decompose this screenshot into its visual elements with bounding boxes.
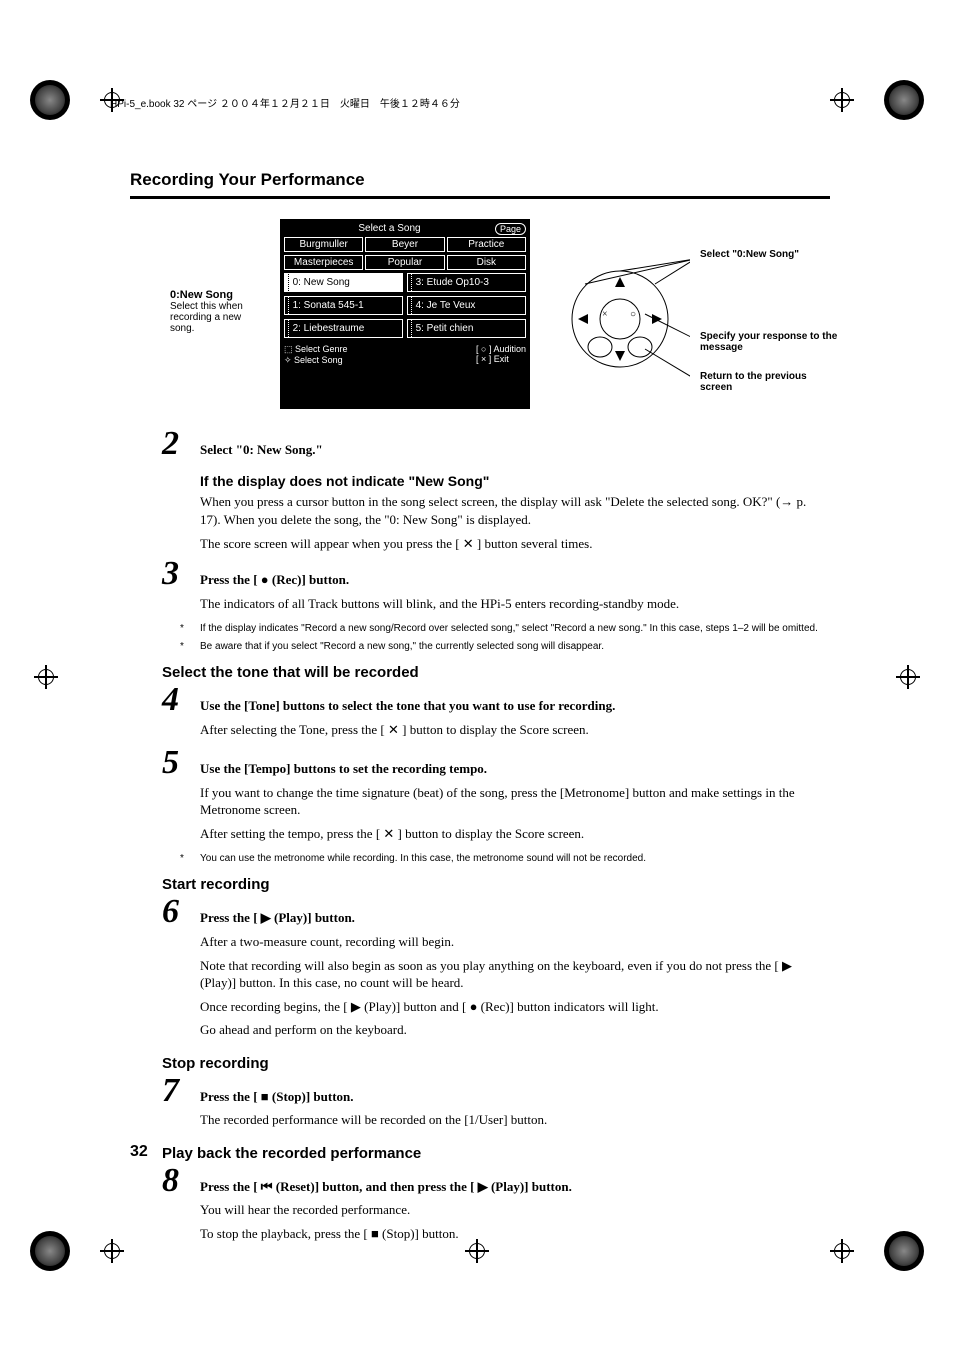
step-num: 5 <box>130 748 200 779</box>
lcd-item: 1: Sonata 545-1 <box>284 296 403 315</box>
body-text: The score screen will appear when you pr… <box>200 535 830 553</box>
sidebar-note: 0:New Song Select this when recording a … <box>170 289 265 334</box>
step-2: 2 Select "0: New Song." <box>130 429 830 465</box>
step-5: 5 Use the [Tempo] buttons to set the rec… <box>130 748 830 848</box>
body-text: You will hear the recorded performance. <box>200 1201 830 1219</box>
page-number: 32 <box>130 1143 148 1161</box>
lcd-footer: ⬚ Select Genre ✧ Select Song [ ○ ] Audit… <box>284 344 526 366</box>
step-4: 4 Use the [Tone] buttons to select the t… <box>130 685 830 744</box>
crosshair-right <box>896 665 920 689</box>
lcd-tabs-1: Burgmuller Beyer Practice <box>284 237 526 252</box>
lcd-tab: Practice <box>447 237 526 252</box>
step-instruction: Press the [ ■ (Stop)] button. <box>200 1088 830 1106</box>
rec-icon: ● <box>261 572 269 587</box>
step-7: 7 Press the [ ■ (Stop)] button. The reco… <box>130 1076 830 1135</box>
step-instruction: Press the [ ⏮ (Reset)] button, and then … <box>200 1178 830 1196</box>
body-text: The recorded performance will be recorde… <box>200 1111 830 1129</box>
section-heading: Select the tone that will be recorded <box>162 664 830 681</box>
body-text: Note that recording will also begin as s… <box>200 957 830 992</box>
lcd-tab: Masterpieces <box>284 255 363 270</box>
reset-icon: ⏮ <box>261 1179 273 1194</box>
step-num: 3 <box>130 559 200 590</box>
figure-area: 0:New Song Select this when recording a … <box>130 219 830 419</box>
note-item: *Be aware that if you select "Record a n… <box>180 640 830 654</box>
step-num: 8 <box>130 1166 200 1197</box>
dpad-label-3: Return to the previous screen <box>700 371 840 393</box>
step-3: 3 Press the [ ● (Rec)] button. The indic… <box>130 559 830 618</box>
reg-mark-bl <box>30 1231 70 1271</box>
body-text: After setting the tempo, press the [ ✕ ]… <box>200 825 830 843</box>
step-instruction: Press the [ ▶ (Play)] button. <box>200 909 830 927</box>
step-8: 8 Press the [ ⏮ (Reset)] button, and the… <box>130 1166 830 1249</box>
lcd-item: 2: Liebestraume <box>284 319 403 338</box>
dpad-svg: × ○ <box>550 249 690 389</box>
play-icon: ▶ <box>261 910 271 925</box>
crosshair-left <box>34 665 58 689</box>
body-text: Go ahead and perform on the keyboard. <box>200 1021 830 1039</box>
step-num: 6 <box>130 897 200 928</box>
note-item: *You can use the metronome while recordi… <box>180 852 830 866</box>
body-text: After a two-measure count, recording wil… <box>200 933 830 951</box>
play-icon: ▶ <box>782 958 792 973</box>
lcd-title: Select a Song Page <box>284 223 526 234</box>
stop-icon: ■ <box>371 1226 379 1241</box>
lcd-screen: Select a Song Page Burgmuller Beyer Prac… <box>280 219 530 409</box>
lcd-item: 3: Etude Op10-3 <box>407 273 526 292</box>
section-heading: Play back the recorded performance <box>162 1145 830 1162</box>
lcd-tabs-2: Masterpieces Popular Disk <box>284 255 526 270</box>
lcd-item-selected: 0: New Song <box>284 273 403 292</box>
note-item: *If the display indicates "Record a new … <box>180 622 830 636</box>
lcd-tab: Popular <box>365 255 444 270</box>
dpad-label-1: Select "0:New Song" <box>700 249 799 260</box>
crosshair-br <box>830 1239 854 1263</box>
sub-heading: If the display does not indicate "New So… <box>200 473 830 489</box>
lcd-item: 4: Je Te Veux <box>407 296 526 315</box>
step-instruction: Use the [Tempo] buttons to set the recor… <box>200 760 830 778</box>
body-text: After selecting the Tone, press the [ ✕ … <box>200 721 830 739</box>
svg-text:○: ○ <box>630 309 636 320</box>
stop-icon: ■ <box>261 1089 269 1104</box>
body-text: Once recording begins, the [ ▶ (Play)] b… <box>200 998 830 1016</box>
lcd-page-pill: Page <box>495 223 526 235</box>
lcd-list: 0: New Song 1: Sonata 545-1 2: Liebestra… <box>284 273 526 342</box>
crosshair-bl <box>100 1239 124 1263</box>
step-instruction: Select "0: New Song." <box>200 441 830 459</box>
svg-text:×: × <box>602 309 608 320</box>
body-text: When you press a cursor button in the so… <box>200 493 830 529</box>
reg-mark-tr <box>884 80 924 120</box>
book-header: HPi-5_e.book 32 ページ ２００４年１２月２１日 火曜日 午後１２… <box>110 95 460 110</box>
title-rule <box>130 196 830 199</box>
step-num: 7 <box>130 1076 200 1107</box>
lcd-item: 5: Petit chien <box>407 319 526 338</box>
dpad-diagram: × ○ Select "0:New Song" Specify your res… <box>550 249 800 394</box>
play-icon: ▶ <box>478 1179 488 1194</box>
dpad-label-2: Specify your response to the message <box>700 331 840 353</box>
crosshair-tr <box>830 88 854 112</box>
page-content: Recording Your Performance 0:New Song Se… <box>130 170 830 1253</box>
lcd-tab: Beyer <box>365 237 444 252</box>
lcd-tab: Disk <box>447 255 526 270</box>
step-instruction: Press the [ ● (Rec)] button. <box>200 571 830 589</box>
body-text: To stop the playback, press the [ ■ (Sto… <box>200 1225 830 1243</box>
section-heading: Start recording <box>162 876 830 893</box>
sidebar-text: Select this when recording a new song. <box>170 301 243 334</box>
step-6: 6 Press the [ ▶ (Play)] button. After a … <box>130 897 830 1044</box>
step-num: 2 <box>130 429 200 460</box>
step-instruction: Use the [Tone] buttons to select the ton… <box>200 697 830 715</box>
step-num: 4 <box>130 685 200 716</box>
reg-mark-tl <box>30 80 70 120</box>
page-title: Recording Your Performance <box>130 170 830 190</box>
section-heading: Stop recording <box>162 1055 830 1072</box>
body-text: The indicators of all Track buttons will… <box>200 595 830 613</box>
body-text: If you want to change the time signature… <box>200 784 830 819</box>
sidebar-title: 0:New Song <box>170 289 233 301</box>
play-icon: ▶ <box>351 999 361 1014</box>
lcd-tab: Burgmuller <box>284 237 363 252</box>
reg-mark-br <box>884 1231 924 1271</box>
